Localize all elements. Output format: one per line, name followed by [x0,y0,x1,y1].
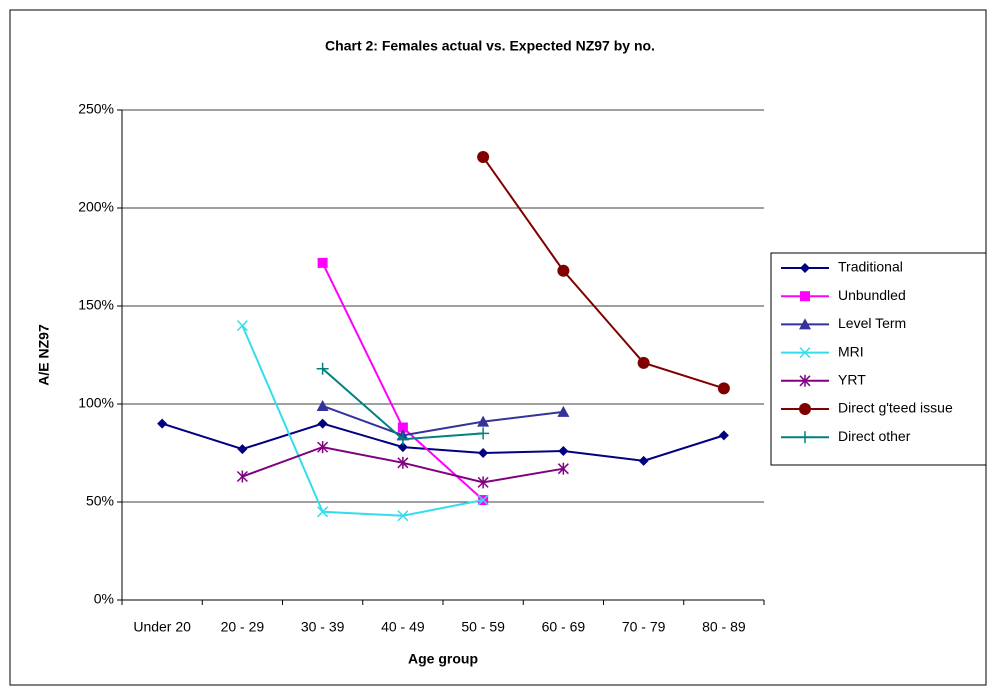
marker-shape [477,415,490,427]
marker [396,433,409,446]
marker-shape [317,418,328,429]
x-tick-label: 60 - 69 [542,619,586,635]
marker-shape [638,455,649,466]
marker [317,257,328,268]
marker [799,374,811,387]
legend-box [770,252,987,466]
marker [478,448,489,458]
marker [317,441,329,454]
marker [157,418,168,429]
marker [316,399,329,411]
marker [637,356,650,369]
x-tick-label: Under 20 [133,619,191,635]
marker [397,422,408,433]
legend-label: Level Term [838,315,906,331]
y-tick-label: 100% [78,395,114,411]
marker-shape [157,418,168,429]
x-axis-label: Age group [408,651,478,667]
marker-shape [397,442,408,453]
x-tick-label: 70 - 79 [622,619,666,635]
legend-label: MRI [838,343,864,359]
marker [477,476,489,489]
legend-label: Direct other [838,428,911,444]
marker-shape [477,151,490,164]
marker-shape [558,446,569,457]
marker [718,430,729,441]
marker-shape [718,430,729,441]
marker [800,291,810,302]
chart-title: Chart 2: Females actual vs. Expected NZ9… [325,38,655,54]
marker [558,446,569,457]
x-tick-label: 40 - 49 [381,619,425,635]
marker [397,456,409,469]
y-axis-label: A/E NZ97 [36,324,52,386]
marker [638,455,649,466]
marker-shape [316,399,329,411]
marker-shape [397,422,408,433]
marker [557,462,569,475]
marker [477,151,490,164]
x-tick-label: 20 - 29 [221,619,265,635]
marker [397,442,408,453]
marker [799,318,811,330]
marker-shape [557,264,570,277]
marker [799,403,811,415]
legend-label: YRT [838,372,866,388]
marker-shape [557,405,570,417]
legend-label: Traditional [838,259,903,275]
y-tick-label: 50% [86,493,114,509]
marker [557,264,570,277]
marker-shape [800,291,810,302]
marker [237,444,248,455]
marker-shape [478,448,489,458]
marker-shape [800,263,810,273]
marker [717,382,730,395]
marker-shape [236,320,248,332]
marker-shape [799,347,811,359]
marker [799,347,811,359]
series-line [482,156,725,390]
x-tick-label: 30 - 39 [301,619,345,635]
marker [557,405,570,417]
series-line [241,325,484,517]
series-line [322,405,564,437]
y-tick-label: 200% [78,199,114,215]
marker [477,427,490,440]
marker [236,470,248,483]
marker-shape [237,444,248,455]
y-tick-label: 150% [78,297,114,313]
marker-shape [799,318,811,330]
legend-label: Unbundled [838,287,906,303]
marker [317,506,329,518]
legend-label: Direct g'teed issue [838,400,953,416]
marker-shape [317,506,329,518]
y-tick-label: 0% [94,591,114,607]
marker [236,320,248,332]
marker [397,510,409,522]
y-tick-label: 250% [78,101,114,117]
marker-shape [637,356,650,369]
series-line [161,422,725,462]
marker-shape [717,382,730,395]
marker-shape [477,494,489,506]
marker-shape [799,403,811,415]
marker [477,494,489,506]
marker [477,415,490,427]
marker [317,418,328,429]
x-tick-label: 50 - 59 [461,619,505,635]
marker-shape [317,257,328,268]
marker [316,362,329,375]
marker [800,263,810,273]
marker [799,431,811,444]
marker-shape [397,510,409,522]
x-tick-label: 80 - 89 [702,619,746,635]
